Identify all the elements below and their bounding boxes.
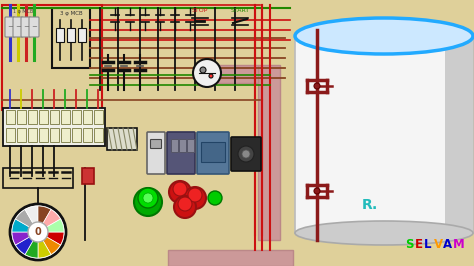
FancyBboxPatch shape: [50, 110, 59, 124]
FancyBboxPatch shape: [172, 139, 179, 152]
Text: 3 φ MCB: 3 φ MCB: [60, 11, 82, 16]
Wedge shape: [38, 210, 61, 232]
FancyBboxPatch shape: [83, 128, 92, 142]
FancyBboxPatch shape: [231, 137, 261, 171]
FancyBboxPatch shape: [61, 128, 70, 142]
Circle shape: [174, 196, 196, 218]
FancyBboxPatch shape: [72, 128, 81, 142]
Circle shape: [314, 188, 320, 194]
Text: ~: ~: [23, 24, 29, 30]
Circle shape: [134, 188, 162, 216]
FancyBboxPatch shape: [28, 110, 37, 124]
FancyBboxPatch shape: [197, 132, 229, 174]
FancyBboxPatch shape: [67, 28, 75, 42]
FancyBboxPatch shape: [61, 110, 70, 124]
FancyBboxPatch shape: [180, 139, 186, 152]
FancyBboxPatch shape: [78, 28, 86, 42]
FancyBboxPatch shape: [167, 132, 195, 174]
Text: 1 φ MCB: 1 φ MCB: [13, 10, 33, 15]
Ellipse shape: [295, 18, 473, 54]
FancyBboxPatch shape: [17, 110, 26, 124]
FancyBboxPatch shape: [94, 110, 103, 124]
Circle shape: [143, 193, 153, 203]
FancyBboxPatch shape: [258, 65, 280, 240]
Text: ~: ~: [7, 24, 13, 30]
Circle shape: [200, 67, 206, 73]
Wedge shape: [38, 219, 64, 232]
Text: ~: ~: [31, 24, 37, 30]
FancyBboxPatch shape: [50, 128, 59, 142]
Circle shape: [10, 204, 66, 260]
Text: E: E: [414, 239, 422, 251]
FancyBboxPatch shape: [201, 142, 225, 162]
Text: L: L: [424, 239, 431, 251]
FancyBboxPatch shape: [28, 128, 37, 142]
Text: START: START: [230, 7, 250, 13]
FancyBboxPatch shape: [39, 128, 48, 142]
FancyBboxPatch shape: [6, 110, 15, 124]
Text: STOP: STOP: [192, 7, 208, 13]
FancyBboxPatch shape: [72, 110, 81, 124]
FancyBboxPatch shape: [83, 110, 92, 124]
FancyBboxPatch shape: [168, 250, 293, 266]
Wedge shape: [25, 206, 38, 232]
FancyBboxPatch shape: [3, 108, 105, 146]
Circle shape: [193, 59, 221, 87]
Circle shape: [169, 181, 191, 203]
Wedge shape: [16, 210, 38, 232]
Circle shape: [209, 74, 213, 78]
FancyBboxPatch shape: [107, 128, 137, 150]
Ellipse shape: [295, 221, 473, 245]
Wedge shape: [12, 232, 38, 245]
FancyBboxPatch shape: [17, 128, 26, 142]
Text: R.: R.: [362, 198, 378, 212]
Circle shape: [28, 222, 48, 242]
FancyBboxPatch shape: [445, 36, 473, 233]
Text: 0: 0: [35, 227, 41, 237]
Wedge shape: [38, 232, 61, 255]
Wedge shape: [38, 206, 51, 232]
FancyBboxPatch shape: [29, 17, 39, 37]
FancyBboxPatch shape: [147, 132, 165, 174]
Circle shape: [178, 197, 192, 211]
FancyBboxPatch shape: [218, 65, 258, 83]
FancyBboxPatch shape: [39, 110, 48, 124]
Circle shape: [242, 150, 250, 158]
Text: M: M: [453, 239, 464, 251]
FancyBboxPatch shape: [295, 36, 473, 233]
FancyBboxPatch shape: [151, 139, 162, 148]
Text: A: A: [443, 239, 452, 251]
Circle shape: [184, 187, 206, 209]
Circle shape: [238, 146, 254, 162]
Wedge shape: [16, 232, 38, 255]
Circle shape: [208, 191, 222, 205]
Circle shape: [314, 83, 320, 89]
Circle shape: [138, 188, 158, 208]
Wedge shape: [12, 219, 38, 232]
Text: ~: ~: [15, 24, 21, 30]
FancyBboxPatch shape: [56, 28, 64, 42]
FancyBboxPatch shape: [6, 128, 15, 142]
Text: S: S: [405, 239, 413, 251]
FancyBboxPatch shape: [5, 17, 15, 37]
Wedge shape: [25, 232, 38, 258]
FancyBboxPatch shape: [21, 17, 31, 37]
FancyBboxPatch shape: [13, 17, 23, 37]
Wedge shape: [38, 232, 64, 245]
Circle shape: [173, 182, 187, 196]
FancyBboxPatch shape: [82, 168, 94, 184]
FancyBboxPatch shape: [94, 128, 103, 142]
Circle shape: [188, 188, 202, 202]
Text: V: V: [434, 239, 443, 251]
FancyBboxPatch shape: [188, 139, 194, 152]
Wedge shape: [38, 232, 51, 258]
